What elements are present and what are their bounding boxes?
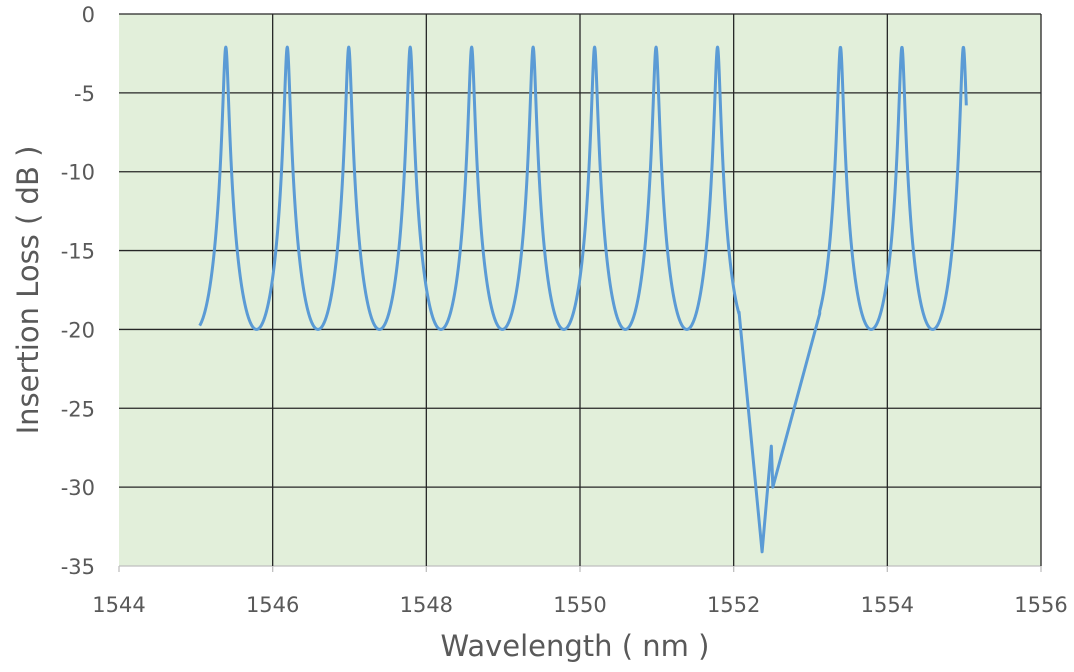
x-tick-label: 1552 — [707, 593, 760, 617]
insertion-loss-line — [198, 45, 968, 554]
y-tick-label: -30 — [61, 476, 95, 500]
gridlines — [118, 13, 1042, 572]
y-tick-label: -25 — [61, 397, 95, 421]
y-axis-title: Insertion Loss ( dB ) — [11, 146, 45, 435]
x-tick-label: 1556 — [1014, 593, 1067, 617]
x-tick-label: 1550 — [553, 593, 606, 617]
y-tick-label: -20 — [61, 318, 95, 342]
y-tick-labels: 0 -5 -10 -15 -20 -25 -30 -35 — [61, 3, 95, 579]
y-tick-label: -15 — [61, 240, 95, 264]
x-tick-label: 1546 — [246, 593, 299, 617]
y-tick-label: 0 — [82, 3, 95, 27]
x-tick-label: 1548 — [400, 593, 453, 617]
x-tick-label: 1544 — [92, 593, 145, 617]
y-tick-label: -10 — [61, 161, 95, 185]
y-tick-label: -35 — [61, 555, 95, 579]
x-axis-title: Wavelength ( nm ) — [441, 629, 710, 663]
x-tick-label: 1554 — [861, 593, 914, 617]
x-tick-labels: 1544 1546 1548 1550 1552 1554 1556 — [92, 593, 1067, 617]
y-tick-label: -5 — [74, 82, 95, 106]
